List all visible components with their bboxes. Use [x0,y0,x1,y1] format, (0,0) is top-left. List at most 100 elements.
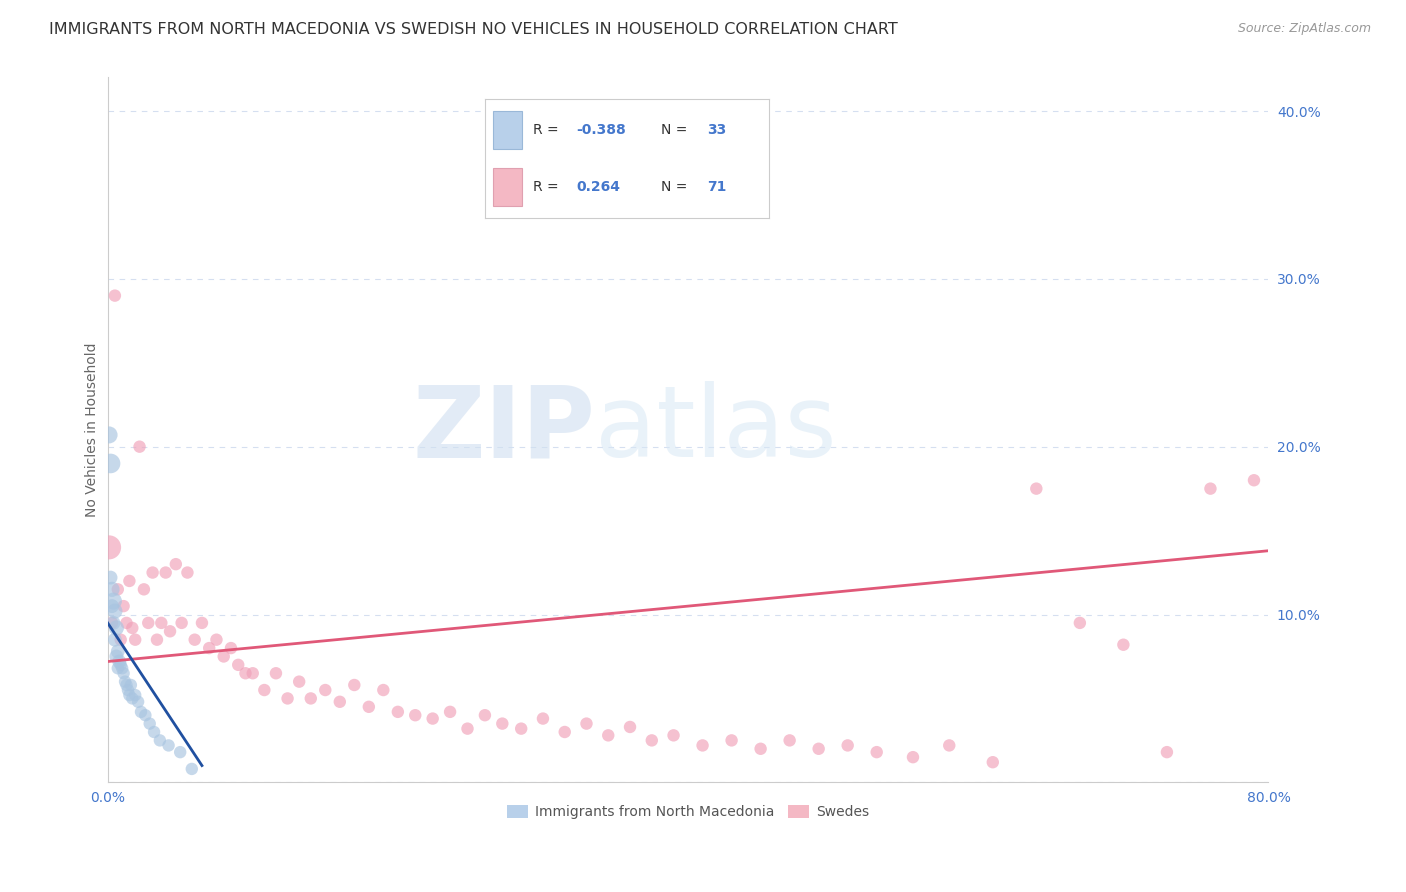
Point [121,621,143,635]
Point [641,733,664,747]
Point [124,688,146,702]
Point [142,566,165,580]
Point [598,728,620,742]
Point [101,582,124,597]
Point [422,712,444,726]
Point [779,733,801,747]
Text: IMMIGRANTS FROM NORTH MACEDONIA VS SWEDISH NO VEHICLES IN HOUSEHOLD CORRELATION : IMMIGRANTS FROM NORTH MACEDONIA VS SWEDI… [49,22,898,37]
Point [575,716,598,731]
Point [439,705,461,719]
Point [104,288,127,302]
Point [554,725,576,739]
Point [531,712,554,726]
Point [104,604,127,618]
Point [938,739,960,753]
Point [387,705,409,719]
Point [1069,615,1091,630]
Point [474,708,496,723]
Point [866,745,889,759]
Point [105,649,128,664]
Point [510,722,533,736]
Point [101,615,124,630]
Point [100,571,122,585]
Point [288,674,311,689]
Point [1243,473,1265,487]
Point [662,728,685,742]
Point [155,566,177,580]
Point [101,599,124,614]
Point [981,755,1004,769]
Point [807,741,830,756]
Point [114,674,136,689]
Point [176,566,198,580]
Point [98,428,121,442]
Text: Source: ZipAtlas.com: Source: ZipAtlas.com [1237,22,1371,36]
Point [107,644,129,658]
Point [149,733,172,747]
Point [115,678,138,692]
Point [373,683,395,698]
Legend: Immigrants from North Macedonia, Swedes: Immigrants from North Macedonia, Swedes [502,799,875,825]
Point [98,541,121,555]
Point [159,624,181,639]
Point [115,615,138,630]
Point [143,725,166,739]
Point [118,688,141,702]
Point [457,722,479,736]
Point [170,615,193,630]
Point [1025,482,1047,496]
Point [357,699,380,714]
Point [1199,482,1222,496]
Point [129,705,152,719]
Point [117,683,139,698]
Point [253,683,276,698]
Point [491,716,513,731]
Point [128,440,150,454]
Point [157,739,180,753]
Text: ZIP: ZIP [412,382,595,478]
Point [343,678,366,692]
Point [749,741,772,756]
Point [120,678,142,692]
Point [138,716,160,731]
Point [110,632,132,647]
Point [103,594,125,608]
Point [134,708,156,723]
Point [132,582,155,597]
Point [837,739,859,753]
Point [404,708,426,723]
Point [118,574,141,588]
Point [110,657,132,672]
Point [112,666,135,681]
Point [124,632,146,647]
Point [720,733,742,747]
Point [107,582,129,597]
Point [165,557,187,571]
Point [150,615,173,630]
Point [235,666,257,681]
Point [242,666,264,681]
Point [169,745,191,759]
Point [112,599,135,614]
Point [105,621,128,635]
Point [205,632,228,647]
Text: atlas: atlas [595,382,837,478]
Point [212,649,235,664]
Point [264,666,287,681]
Point [619,720,641,734]
Point [108,655,131,669]
Point [1156,745,1178,759]
Point [299,691,322,706]
Point [146,632,169,647]
Point [100,457,122,471]
Point [692,739,714,753]
Point [329,695,352,709]
Y-axis label: No Vehicles in Household: No Vehicles in Household [86,343,100,517]
Point [191,615,214,630]
Point [198,641,221,656]
Point [111,661,134,675]
Point [136,615,159,630]
Point [219,641,242,656]
Point [127,695,149,709]
Point [103,615,125,630]
